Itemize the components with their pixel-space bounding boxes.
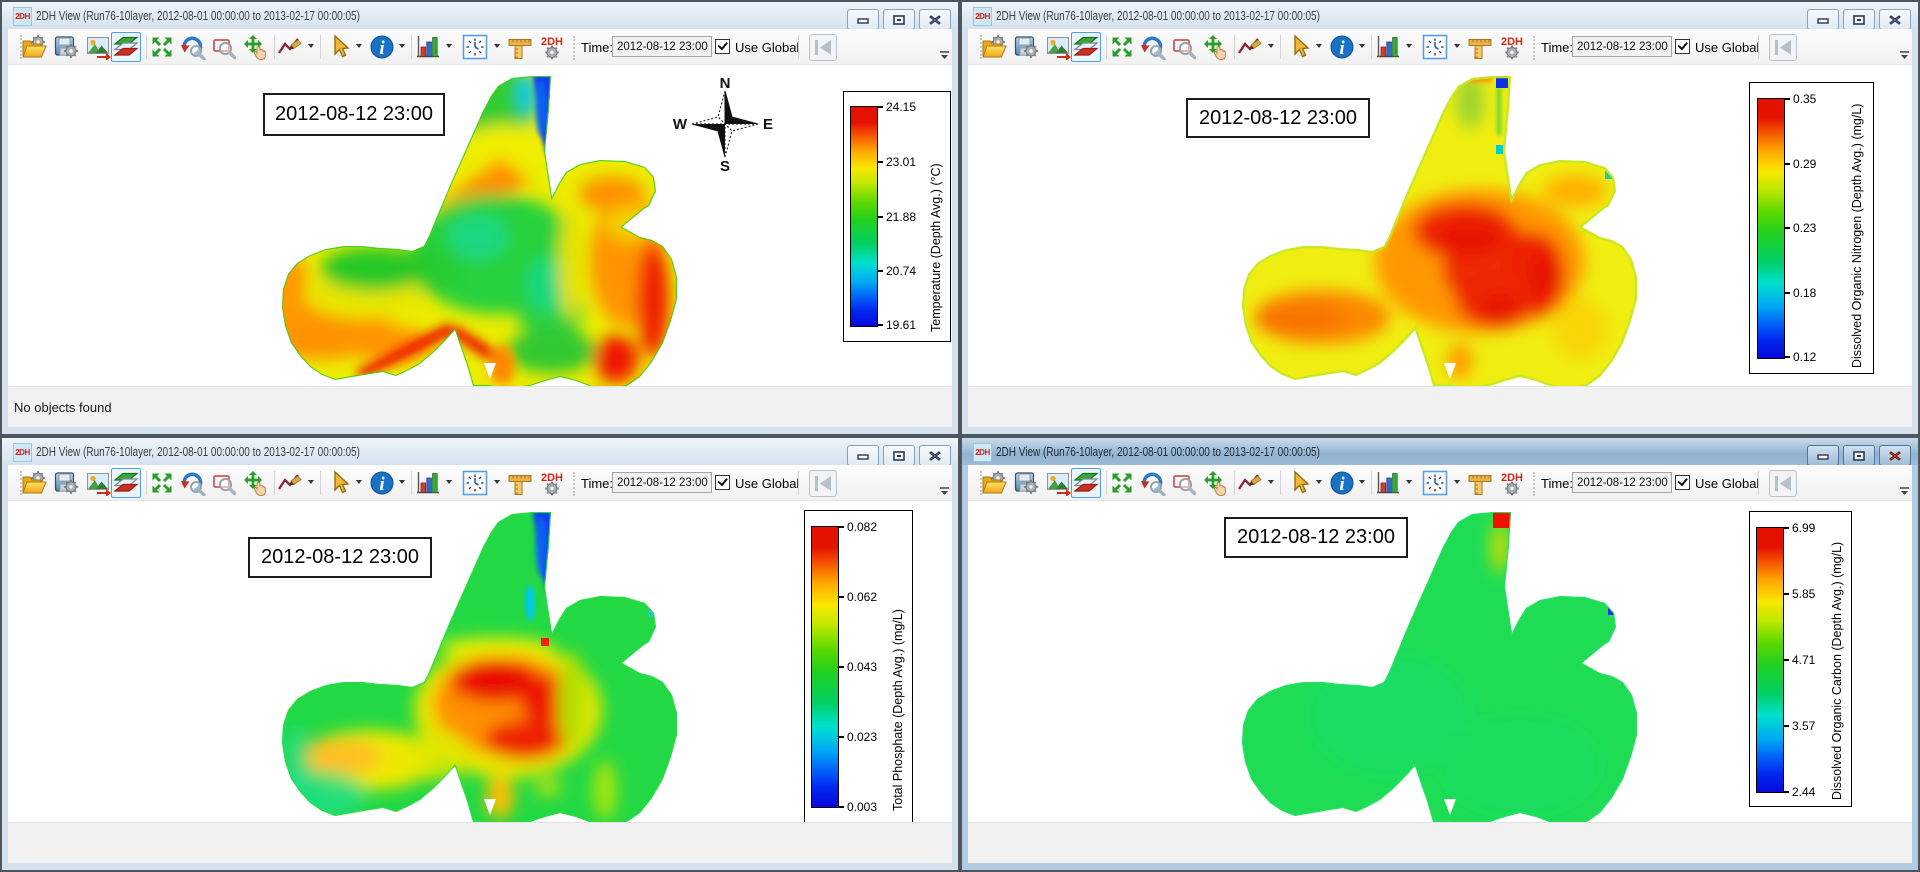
svg-text:S: S <box>720 158 730 175</box>
svg-text:N: N <box>720 75 731 92</box>
svg-text:E: E <box>763 116 773 133</box>
svg-text:W: W <box>673 116 688 133</box>
